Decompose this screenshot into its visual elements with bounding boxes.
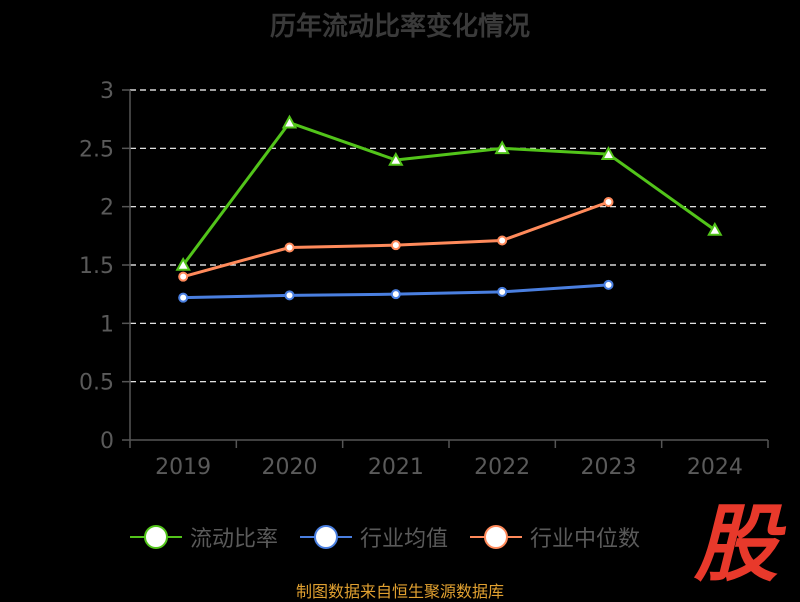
y-tick-label-1: 0.5 (79, 371, 114, 396)
series-0-point-5 (707, 221, 723, 236)
x-tick-label-1: 2020 (262, 455, 318, 480)
series-group (175, 114, 723, 303)
x-axis-ticks: 2019 2020 2021 2022 2023 2024 (129, 440, 769, 480)
series-1-point-4 (603, 279, 614, 290)
x-tick-label-0: 2019 (155, 455, 211, 480)
legend-label-0: 流动比率 (190, 527, 279, 552)
series-2-point-2 (390, 240, 401, 251)
x-tick-label-4: 2023 (581, 455, 637, 480)
chart-title: 历年流动比率变化情况 (269, 12, 530, 42)
legend-marker-1 (300, 525, 353, 549)
legend-item-2[interactable]: 行业中位数 (470, 521, 640, 553)
y-tick-label-3: 1.5 (79, 254, 114, 279)
series-1-point-3 (497, 286, 508, 297)
series-0-point-4 (600, 146, 617, 160)
x-tick-label-5: 2024 (687, 455, 743, 480)
legend-dot-0 (144, 525, 168, 549)
series-2-point-0 (178, 271, 189, 282)
legend-dot-1 (314, 525, 339, 549)
legend-item-0[interactable]: 流动比率 (130, 521, 278, 553)
data-source-note: 制图数据来自恒生聚源数据库 (295, 582, 504, 601)
y-axis-ticks: 0 0.5 1 1.5 2 2.5 3 (79, 79, 130, 454)
legend-item-1[interactable]: 行业均值 (300, 521, 448, 553)
legend-marker-0 (130, 525, 182, 549)
series-1-point-1 (284, 290, 295, 301)
legend-label-2: 行业中位数 (530, 527, 641, 552)
series-1-point-0 (178, 292, 189, 303)
legend-marker-2 (470, 525, 523, 549)
y-tick-label-0: 0 (100, 429, 114, 454)
series-0-point-2 (388, 151, 404, 166)
legend-dot-2 (484, 525, 509, 549)
grid-lines (130, 89, 768, 383)
x-tick-label-3: 2022 (474, 455, 530, 480)
y-tick-label-5: 2.5 (79, 137, 114, 162)
y-tick-label-6: 3 (100, 79, 114, 104)
legend-label-1: 行业均值 (360, 527, 449, 552)
series-2-point-3 (497, 235, 508, 246)
series-line-0 (181, 121, 716, 266)
legend: 流动比率 行业均值 行业中位数 (130, 520, 662, 554)
series-0-point-0 (175, 256, 191, 271)
series-1-point-2 (390, 289, 401, 300)
series-2-point-1 (284, 242, 295, 253)
series-2-point-4 (603, 197, 614, 207)
y-tick-label-2: 1 (100, 312, 114, 337)
x-tick-label-2: 2021 (368, 455, 424, 480)
brand-logo: 股 (693, 495, 778, 593)
series-0-point-1 (281, 114, 298, 129)
series-0-point-3 (494, 140, 510, 155)
y-tick-label-4: 2 (100, 196, 114, 221)
